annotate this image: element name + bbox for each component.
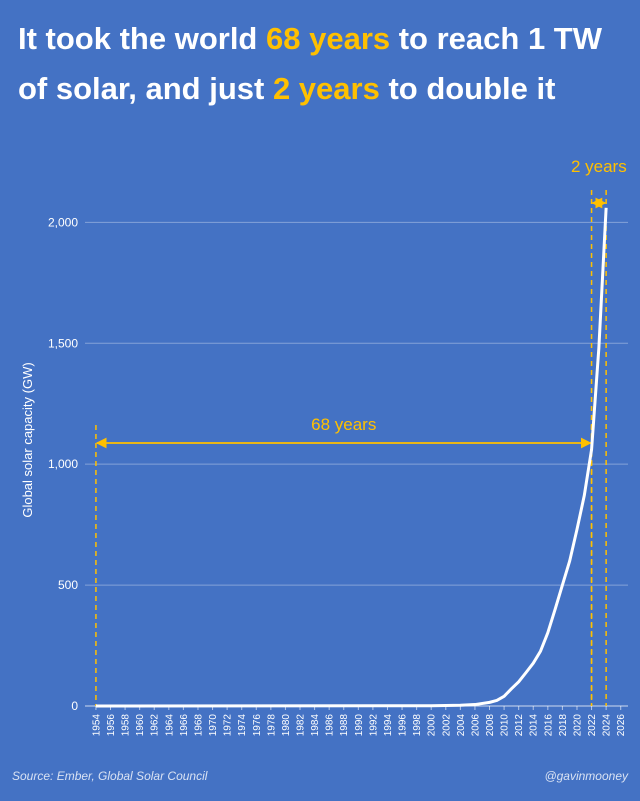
- y-tick-label: 500: [58, 578, 78, 592]
- x-tick-label: 2016: [543, 714, 554, 737]
- x-tick-label: 2010: [500, 714, 511, 737]
- x-tick-label: 1966: [179, 714, 190, 737]
- annotation-label: 68 years: [311, 415, 376, 434]
- x-tick-label: 2026: [616, 714, 627, 737]
- x-tick-label: 1968: [193, 714, 204, 737]
- y-tick-label: 0: [71, 699, 78, 713]
- x-tick-label: 1962: [150, 714, 161, 737]
- x-tick-label: 1982: [296, 714, 307, 737]
- x-tick-label: 1980: [281, 714, 292, 737]
- x-tick-label: 2024: [602, 714, 613, 737]
- x-tick-label: 1976: [252, 714, 263, 737]
- credit: @gavinmooney: [544, 769, 629, 783]
- x-tick-label: 2020: [572, 714, 583, 737]
- x-tick-label: 2008: [485, 714, 496, 737]
- title-highlight: 68 years: [266, 21, 391, 56]
- data-line: [95, 207, 608, 708]
- x-tick-label: 2004: [456, 714, 467, 737]
- x-tick-label: 2018: [558, 714, 569, 737]
- x-tick-label: 1954: [91, 714, 102, 737]
- title-highlight: 2 years: [272, 71, 380, 106]
- x-tick-label: 1958: [121, 714, 132, 737]
- x-tick-label: 1964: [164, 714, 175, 737]
- x-tick-label: 1994: [383, 714, 394, 737]
- x-tick-label: 1972: [223, 714, 234, 737]
- x-tick-label: 2000: [427, 714, 438, 737]
- x-tick-label: 1992: [368, 714, 379, 737]
- x-tick-label: 2002: [441, 714, 452, 737]
- chart-title: It took the world 68 years to reach 1 TW…: [18, 21, 602, 106]
- x-tick-label: 1998: [412, 714, 423, 737]
- x-tick-label: 1986: [325, 714, 336, 737]
- x-tick-label: 2022: [587, 714, 598, 737]
- x-tick-label: 1956: [106, 714, 117, 737]
- x-tick-label: 1970: [208, 714, 219, 737]
- x-tick-label: 1978: [266, 714, 277, 737]
- x-tick-label: 1990: [354, 714, 365, 737]
- x-tick-label: 1974: [237, 714, 248, 737]
- x-tick-label: 1984: [310, 714, 321, 737]
- x-tick-label: 1960: [135, 714, 146, 737]
- y-axis-label: Global solar capacity (GW): [20, 362, 35, 517]
- x-tick-label: 2006: [470, 714, 481, 737]
- x-tick-label: 2014: [529, 714, 540, 737]
- x-tick-label: 1988: [339, 714, 350, 737]
- x-tick-label: 1996: [398, 714, 409, 737]
- annotation-label: 2 years: [571, 157, 627, 176]
- y-tick-label: 2,000: [48, 215, 78, 229]
- y-tick-label: 1,500: [48, 336, 78, 350]
- x-tick-label: 2012: [514, 714, 525, 737]
- y-tick-label: 1,000: [48, 457, 78, 471]
- source: Source: Ember, Global Solar Council: [12, 769, 208, 783]
